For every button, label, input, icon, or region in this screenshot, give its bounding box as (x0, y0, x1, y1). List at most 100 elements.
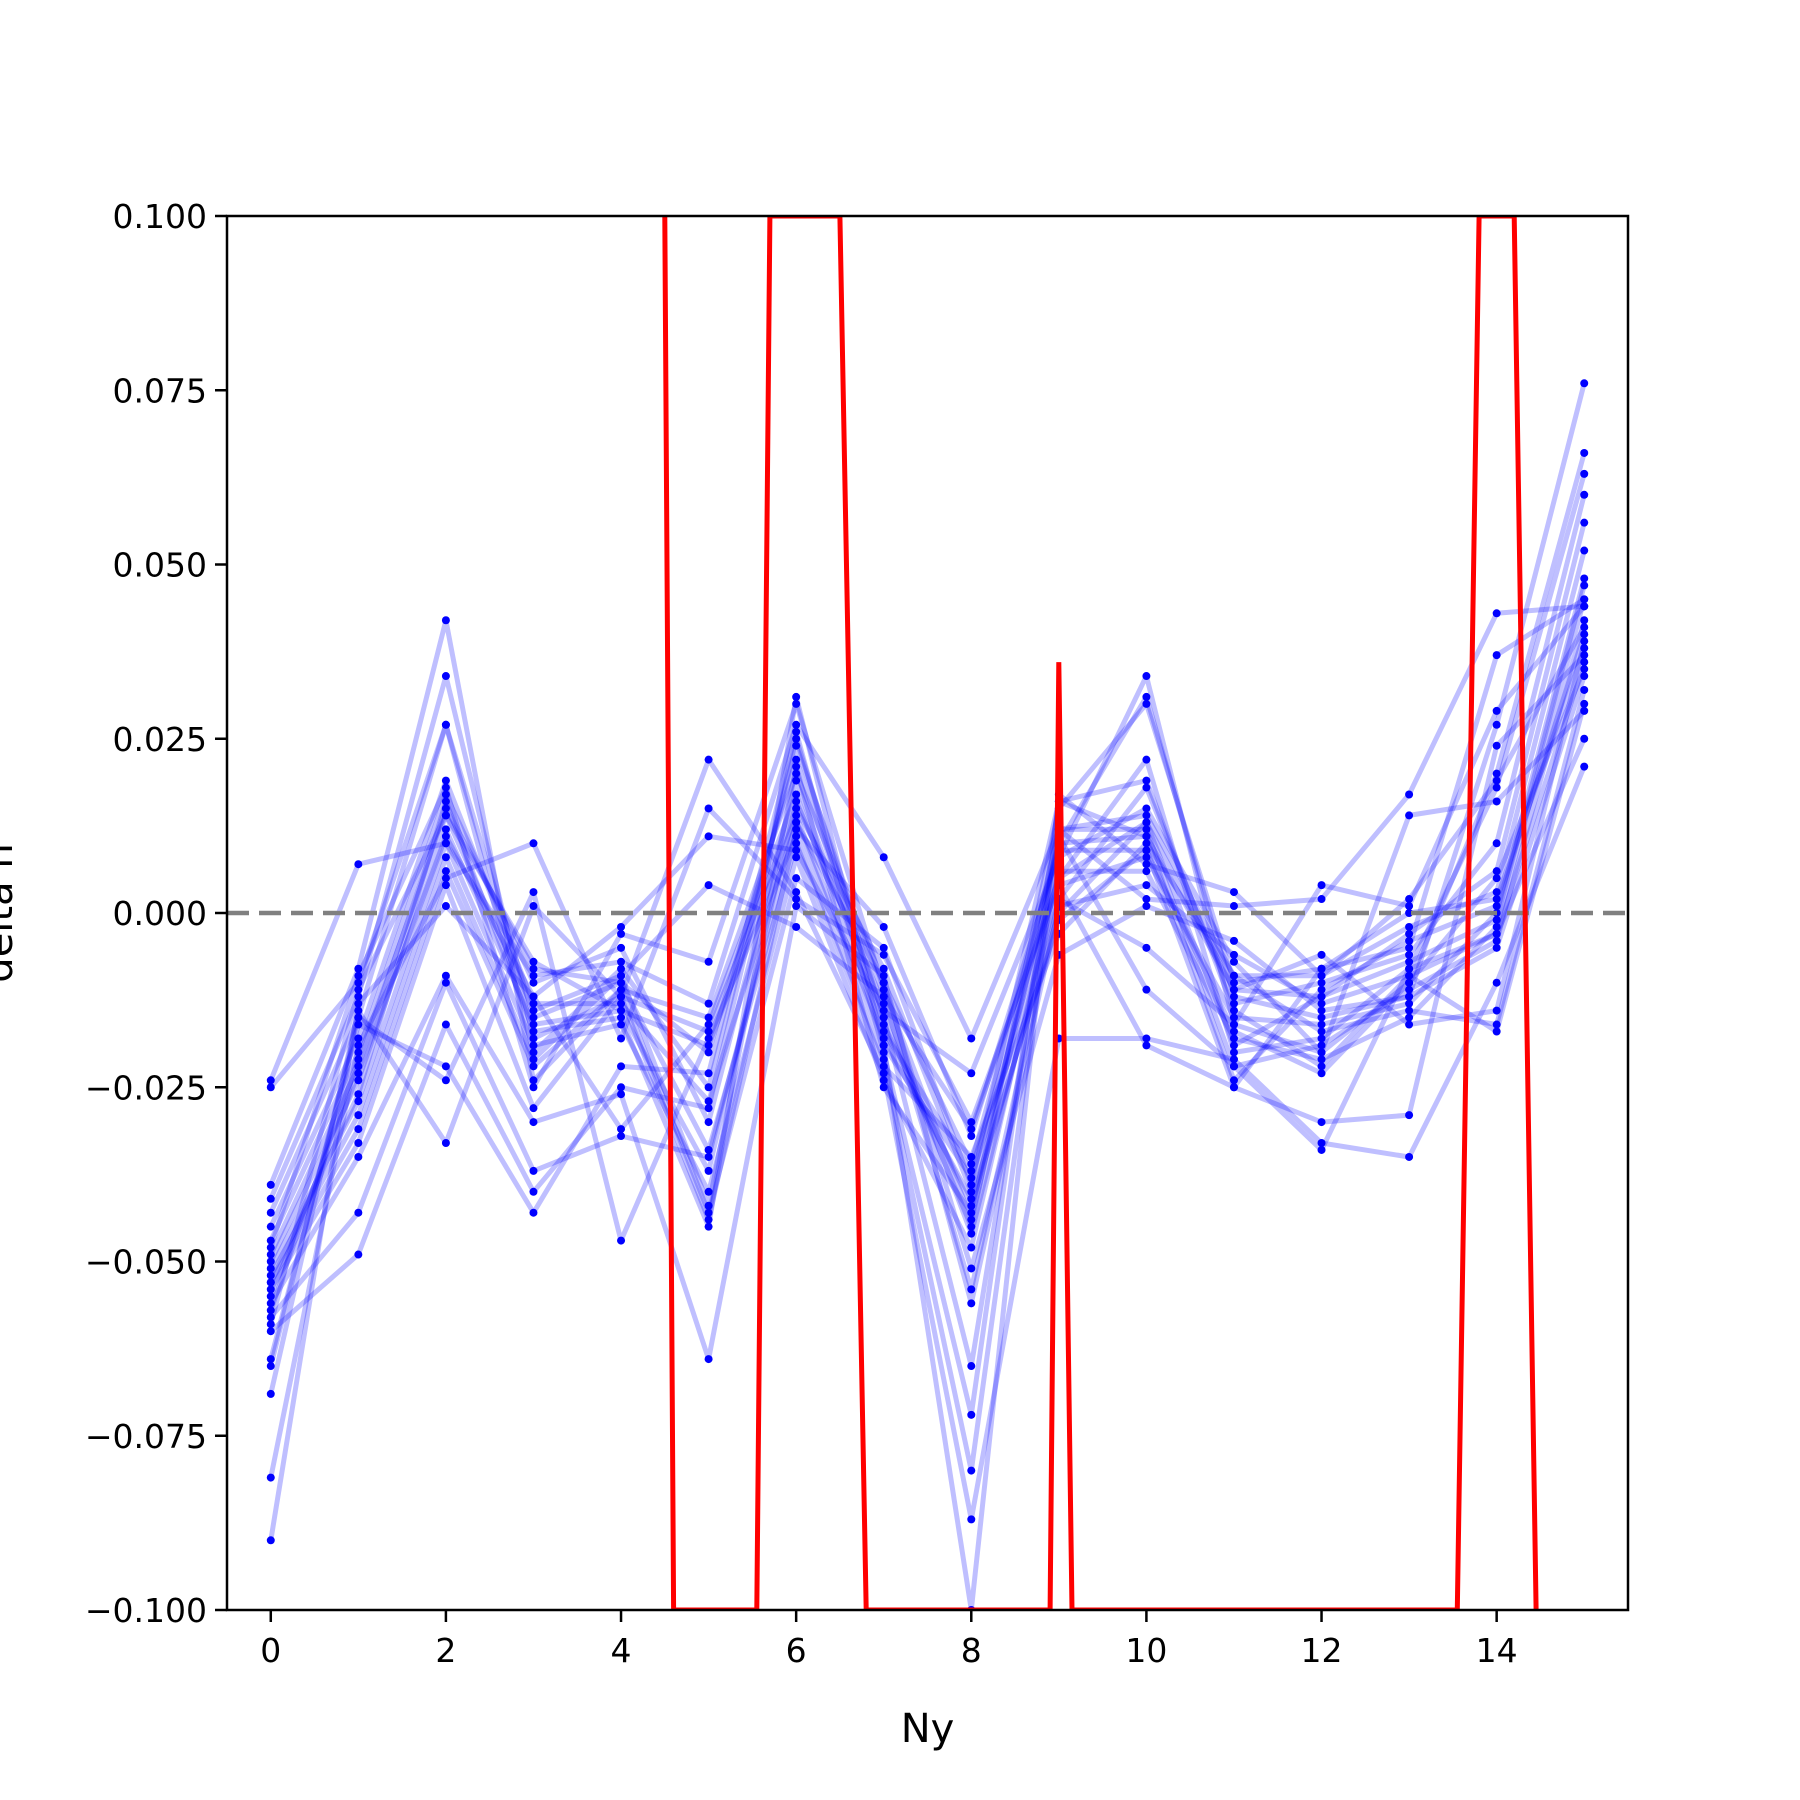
series-line-23 (268, 625, 1587, 1610)
data-point (266, 1257, 275, 1266)
data-point (792, 832, 801, 841)
data-point (441, 839, 450, 848)
data-point (1580, 595, 1589, 604)
data-point (1492, 839, 1501, 848)
data-point (354, 1208, 363, 1217)
data-point (879, 978, 888, 987)
data-point (1142, 881, 1151, 890)
series-line-14 (268, 675, 1587, 1319)
series-line-21 (268, 604, 1587, 1325)
data-point (879, 922, 888, 931)
data-point (967, 1173, 976, 1182)
data-point (617, 1013, 626, 1022)
data-point (704, 1222, 713, 1231)
data-point (704, 1118, 713, 1127)
y-tick-label: −0.100 (85, 1591, 207, 1630)
data-point (704, 1097, 713, 1106)
data-point (441, 874, 450, 883)
data-point (354, 1139, 363, 1148)
data-point (1405, 971, 1414, 980)
data-point (1405, 964, 1414, 973)
data-point (1142, 1034, 1151, 1043)
data-point (967, 1118, 976, 1127)
data-point (879, 985, 888, 994)
data-point (967, 1229, 976, 1238)
data-point (704, 1041, 713, 1050)
data-point (1492, 943, 1501, 952)
data-point (1142, 699, 1151, 708)
data-point (792, 895, 801, 904)
data-point (792, 720, 801, 729)
data-point (1580, 602, 1589, 611)
data-point (529, 1062, 538, 1071)
data-point (879, 1062, 888, 1071)
data-point (529, 1083, 538, 1092)
series-line-9 (268, 598, 1587, 1270)
data-point (879, 992, 888, 1001)
data-point (266, 1313, 275, 1322)
data-point (1405, 895, 1414, 904)
data-point (354, 1097, 363, 1106)
data-point (617, 957, 626, 966)
data-point (441, 776, 450, 785)
data-point (266, 1278, 275, 1287)
data-point (354, 1055, 363, 1064)
data-point (1317, 1041, 1326, 1050)
data-point (266, 1250, 275, 1259)
data-point (617, 978, 626, 987)
data-point (617, 985, 626, 994)
data-point (354, 978, 363, 987)
series-line-1 (268, 597, 1586, 1230)
data-point (1580, 637, 1589, 646)
data-point (529, 1118, 538, 1127)
data-point (266, 1208, 275, 1217)
data-point (617, 1132, 626, 1141)
data-point (1580, 644, 1589, 653)
data-point (617, 1062, 626, 1071)
data-point (1580, 699, 1589, 708)
data-point (1142, 853, 1151, 862)
data-point (529, 1055, 538, 1064)
data-point (529, 971, 538, 980)
series-line-18 (268, 757, 1587, 1522)
data-point (879, 1048, 888, 1057)
data-point (1142, 839, 1151, 848)
data-point (792, 922, 801, 931)
data-point (1142, 895, 1151, 904)
data-point (792, 776, 801, 785)
data-point (266, 1355, 275, 1364)
data-point (441, 971, 450, 980)
data-point (1317, 1027, 1326, 1036)
data-point (1580, 672, 1589, 681)
data-point (529, 902, 538, 911)
data-point (1580, 762, 1589, 771)
data-point (1405, 950, 1414, 959)
data-point (879, 964, 888, 973)
y-tick-label: 0.025 (113, 720, 207, 759)
data-point (1492, 922, 1501, 931)
x-tick-label: 14 (1476, 1631, 1518, 1670)
data-point (266, 1194, 275, 1203)
data-point (441, 902, 450, 911)
data-point (1492, 1020, 1501, 1029)
data-point (1492, 929, 1501, 938)
data-point (792, 769, 801, 778)
data-point (1229, 1020, 1238, 1029)
data-point (1317, 1145, 1326, 1154)
series-line-8 (268, 577, 1587, 1263)
data-point (704, 1027, 713, 1036)
series-line-25 (268, 584, 1587, 1298)
data-point (1492, 874, 1501, 883)
data-point (967, 1034, 976, 1043)
data-point (529, 1048, 538, 1057)
data-point (529, 1013, 538, 1022)
data-point (529, 1076, 538, 1085)
data-point (266, 1271, 275, 1280)
data-point (266, 1083, 275, 1092)
data-point (1142, 867, 1151, 876)
y-tick-label: 0.100 (113, 197, 207, 236)
data-point (441, 832, 450, 841)
data-point (1229, 957, 1238, 966)
data-point (879, 1076, 888, 1085)
data-point (1492, 978, 1501, 987)
